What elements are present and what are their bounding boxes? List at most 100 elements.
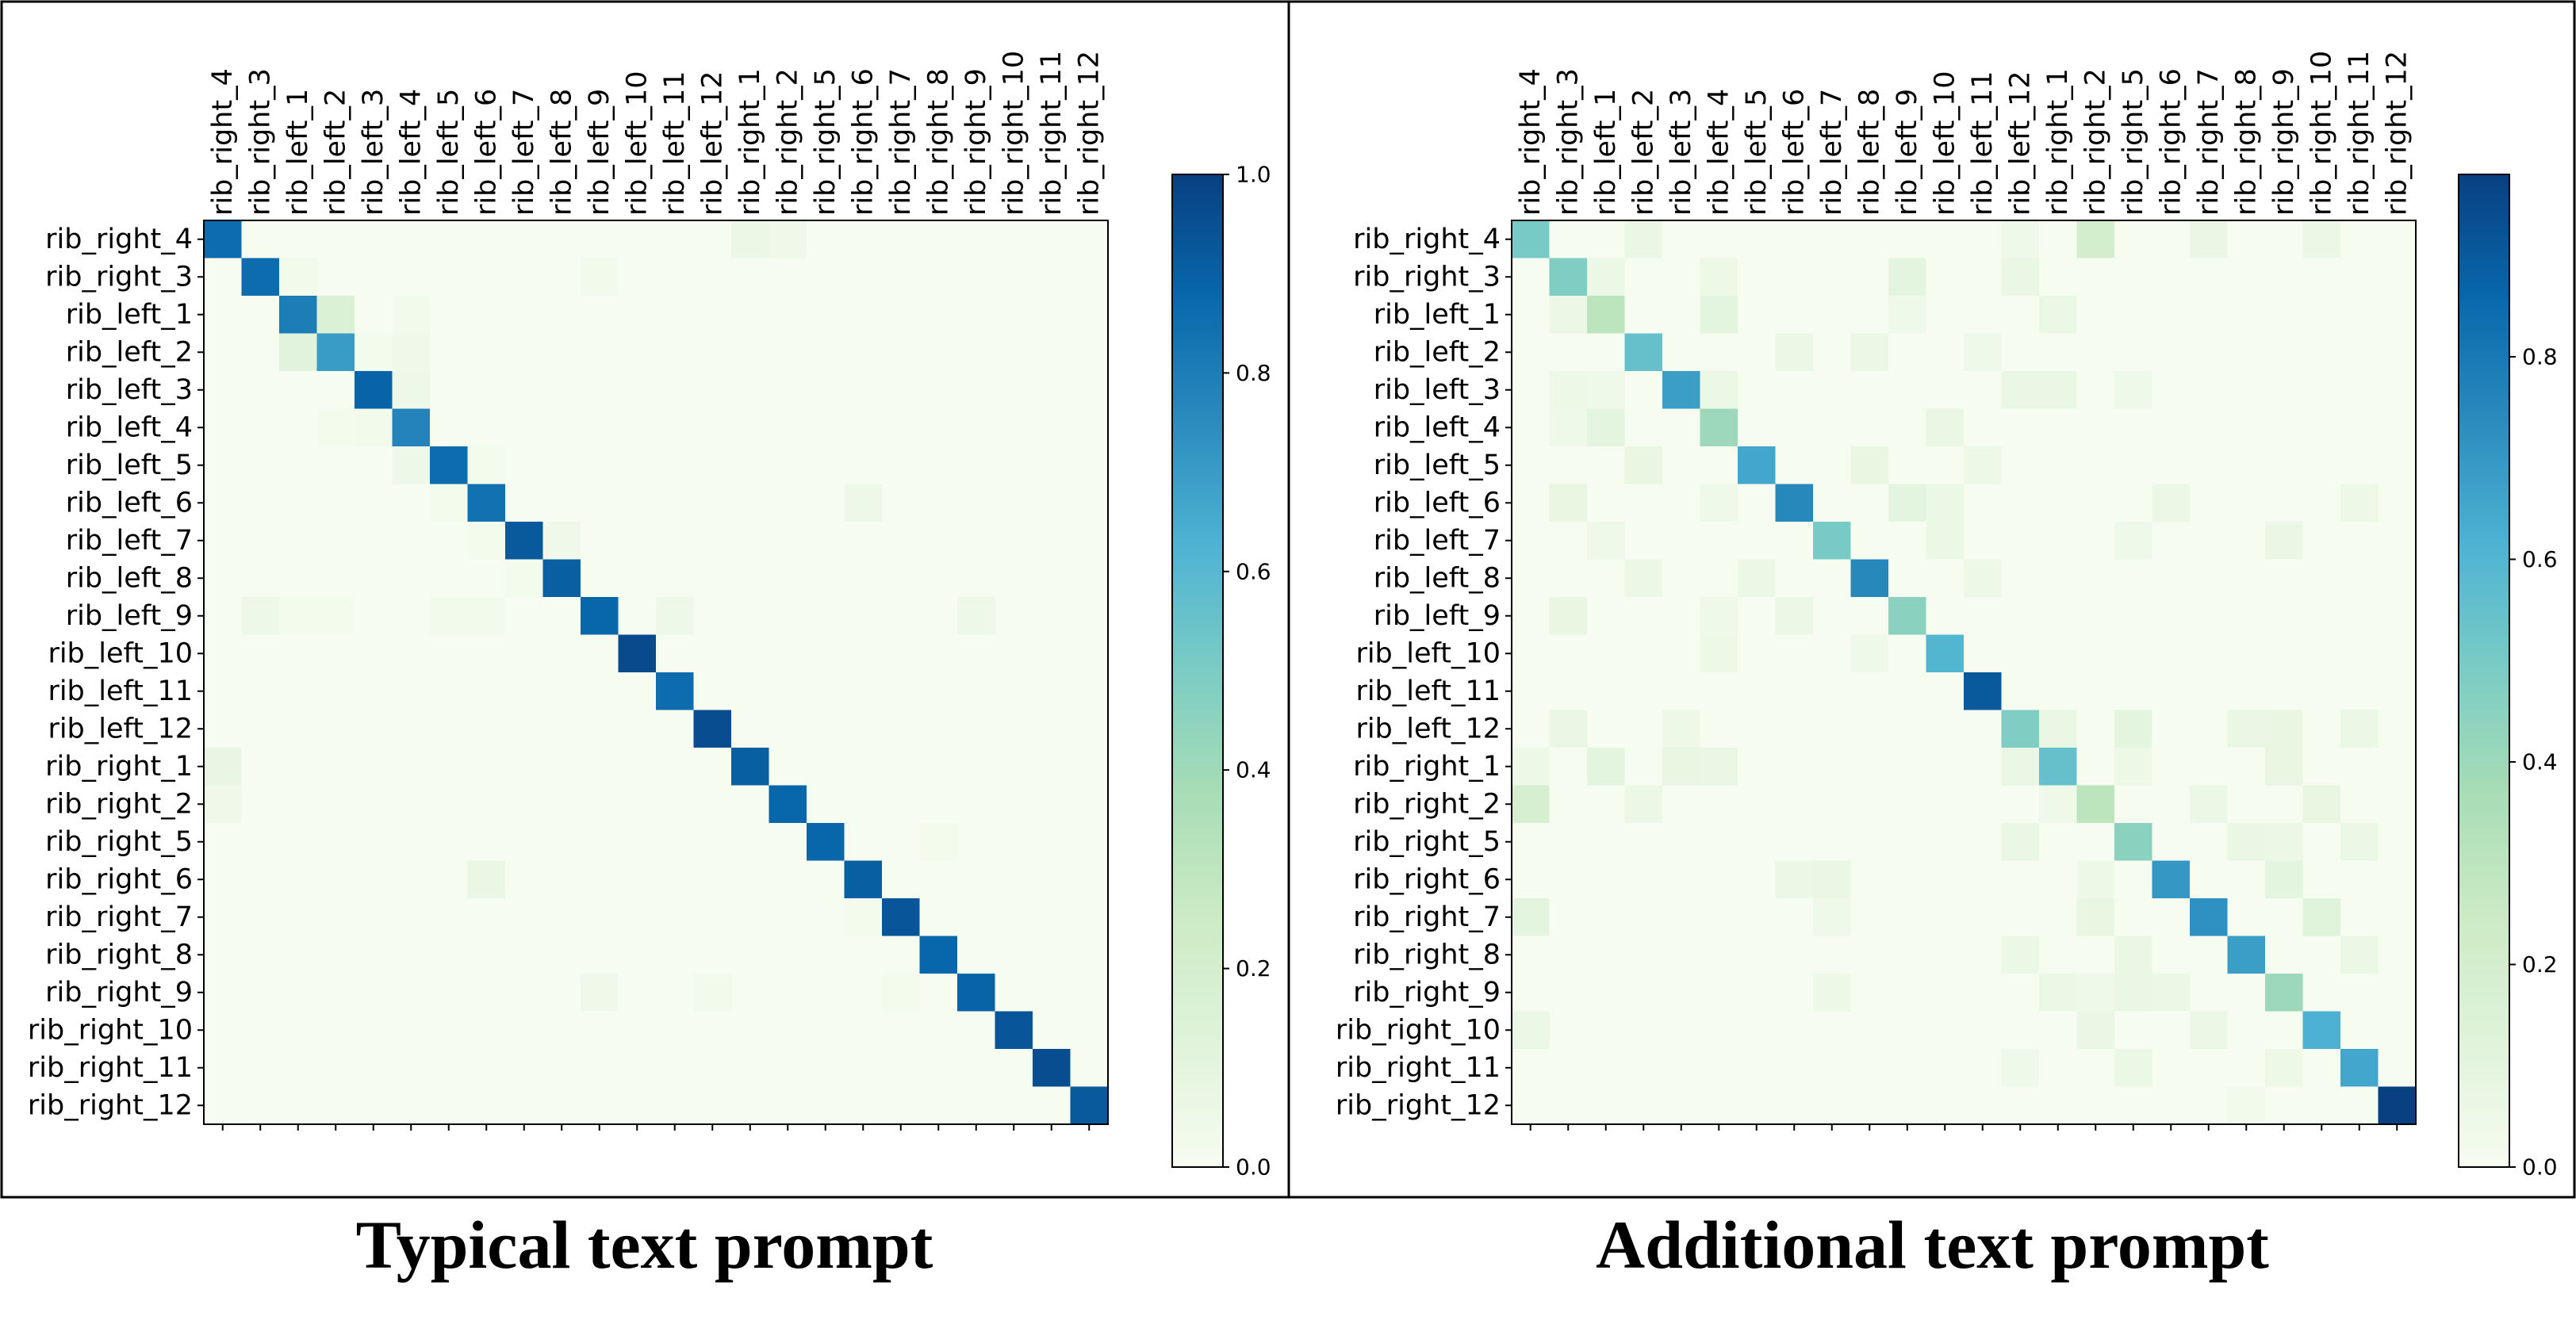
heatmap-cell-r23-c10 [1888,1086,1927,1125]
y-tick-label: rib_left_12 [48,713,193,744]
x-tick-label: rib_right_6 [2155,68,2187,216]
heatmap-cell-r9-c4 [355,559,393,598]
heatmap-cell-r22-c1 [1549,1049,1588,1088]
heatmap-cell-r18-c5 [392,898,431,937]
heatmap-cell-r3-c13 [693,333,732,372]
heatmap-cell-r18-c0 [204,898,243,937]
colorbar-tick-label: 0.6 [1236,558,1271,584]
heatmap-cell-r20-c23 [1070,974,1109,1012]
heatmap-cell-r4-c2 [1587,371,1626,410]
heatmap-cell-r18-c0 [1512,898,1551,937]
heatmap-cell-r13-c17 [844,710,883,748]
heatmap-cell-r2-c4 [355,296,393,335]
heatmap-cell-r16-c23 [1070,823,1109,862]
heatmap-cell-r18-c6 [1738,898,1777,937]
heatmap-cell-r4-c4 [355,371,393,410]
heatmap-cell-r1-c1 [1549,258,1588,297]
heatmap-cell-r21-c8 [505,1011,544,1050]
heatmap-cell-r9-c1 [241,559,280,598]
heatmap-cell-r16-c12 [656,823,695,862]
heatmap-cell-r10-c6 [430,597,469,636]
heatmap-cell-r1-c22 [1033,258,1071,297]
heatmap-cell-r20-c14 [2039,974,2078,1012]
y-tick-label: rib_right_2 [45,788,193,820]
x-tick-label: rib_left_7 [508,89,540,216]
heatmap-cell-r5-c2 [279,408,318,447]
heatmap-cell-r1-c18 [2190,258,2229,297]
heatmap-cell-r4-c17 [2152,371,2191,410]
heatmap-cell-r12-c1 [1549,672,1588,711]
heatmap-cell-r4-c14 [2039,371,2078,410]
heatmap-cell-r2-c17 [844,296,883,335]
heatmap-cell-r3-c19 [919,333,958,372]
heatmap-cell-r19-c1 [1549,936,1588,974]
heatmap-cell-r15-c2 [1587,785,1626,824]
heatmap-cell-r1-c11 [618,258,657,297]
heatmap-cell-r2-c13 [2001,296,2040,335]
heatmap-cell-r15-c4 [1662,785,1701,824]
heatmap-cell-r12-c4 [1662,672,1701,711]
heatmap-cell-r14-c18 [882,748,921,786]
heatmap-cell-r8-c2 [1587,522,1626,561]
heatmap-cell-r10-c2 [1587,597,1626,636]
heatmap-cell-r1-c8 [1813,258,1852,297]
heatmap-cell-r8-c6 [1738,522,1777,561]
heatmap-cell-r4-c8 [1813,371,1852,410]
heatmap-cell-r8-c9 [1850,522,1889,561]
x-tick-label: rib_right_12 [2381,51,2413,216]
heatmap-cell-r20-c5 [392,974,431,1012]
heatmap-cell-r9-c11 [1926,559,1965,598]
heatmap-cell-r12-c8 [1813,672,1852,711]
heatmap-cell-r5-c3 [316,408,355,447]
heatmap-cell-r10-c17 [844,597,883,636]
heatmap-cell-r20-c17 [844,974,883,1012]
heatmap-cell-r3-c0 [1512,333,1551,372]
x-tick-label: rib_left_12 [2004,71,2036,216]
heatmap-cell-r22-c16 [2114,1049,2153,1088]
heatmap-cell-r15-c10 [581,785,619,824]
x-tick-label: rib_left_3 [358,89,389,216]
heatmap-cell-r9-c19 [2227,559,2266,598]
heatmap-cell-r15-c14 [731,785,770,824]
heatmap-cell-r3-c8 [505,333,544,372]
colorbar [1171,174,1224,1168]
heatmap-cell-r4-c9 [542,371,581,410]
y-tick-label: rib_left_7 [1374,525,1501,557]
heatmap-cell-r20-c23 [2378,974,2417,1012]
heatmap-cell-r5-c16 [807,408,845,447]
heatmap-cell-r23-c6 [1738,1086,1777,1125]
heatmap-cell-r19-c18 [882,936,921,974]
heatmap-cell-r22-c19 [2227,1049,2266,1088]
heatmap-cell-r21-c7 [1775,1011,1814,1050]
heatmap-cell-r6-c4 [355,446,393,485]
heatmap-cell-r7-c22 [1033,484,1071,522]
heatmap-cell-r11-c11 [618,634,657,673]
heatmap-cell-r9-c18 [882,559,921,598]
heatmap-cell-r14-c20 [2265,748,2304,786]
heatmap-cell-r22-c8 [1813,1049,1852,1088]
colorbar-tick-label: 0.0 [1236,1154,1271,1181]
heatmap-cell-r6-c6 [430,446,469,485]
heatmap-cell-r22-c15 [769,1049,807,1088]
heatmap-cell-r14-c8 [505,748,544,786]
heatmap-cell-r4-c21 [995,371,1033,410]
heatmap-cell-r14-c14 [731,748,770,786]
heatmap-cell-r23-c21 [2302,1086,2341,1125]
heatmap-cell-r15-c1 [1549,785,1588,824]
heatmap-cell-r3-c4 [355,333,393,372]
heatmap-cell-r17-c12 [656,860,695,899]
heatmap-cell-r10-c14 [731,597,770,636]
heatmap-cell-r7-c15 [2076,484,2115,522]
heatmap-cell-r8-c13 [693,522,732,561]
heatmap-cell-r20-c10 [1888,974,1927,1012]
heatmap-cell-r15-c14 [2039,785,2078,824]
heatmap-cell-r8-c19 [2227,522,2266,561]
heatmap-cell-r8-c12 [656,522,695,561]
heatmap-cell-r15-c0 [1512,785,1551,824]
x-tick-label: rib_right_1 [2042,68,2074,216]
heatmap-cell-r17-c14 [2039,860,2078,899]
heatmap-cell-r14-c2 [1587,748,1626,786]
heatmap-cell-r17-c9 [1850,860,1889,899]
x-tick-label: rib_left_3 [1666,89,1697,216]
heatmap-cell-r18-c8 [1813,898,1852,937]
